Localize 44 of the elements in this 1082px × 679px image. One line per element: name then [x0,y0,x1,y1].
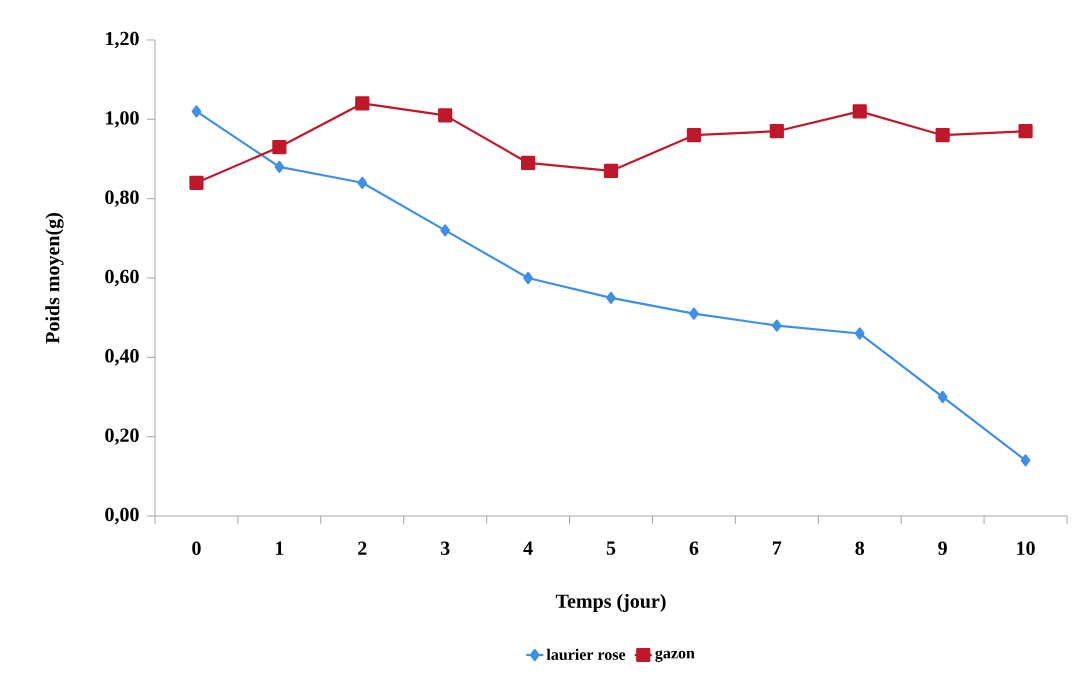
point [274,160,285,174]
point [606,291,616,304]
y-tick-label: 1,20 [106,31,139,49]
point [771,319,782,332]
point [191,105,202,118]
point [272,139,287,155]
y-tick-label: 1,00 [106,111,139,128]
x-tick-label: 0 [192,541,201,556]
point [852,104,867,119]
y-tick-label: 0,40 [105,349,139,366]
x-tick-label: 7 [772,541,782,555]
y-tick-label: 0,60 [105,269,139,287]
x-tick-label: 5 [606,541,616,555]
point [1020,454,1031,467]
y-tick-label: 0,00 [105,507,139,525]
legend-label: gazon [655,650,695,662]
point [603,163,619,178]
point [686,128,702,143]
point [937,390,948,404]
point [438,108,453,123]
point [935,128,950,143]
x-tick-label: 9 [938,541,947,555]
point [769,124,784,139]
y-tick-label: 0,20 [105,428,139,445]
point [355,96,370,111]
y-tick-label: 0,80 [105,190,139,207]
point [689,307,699,320]
point [523,271,533,285]
x-tick-label: 4 [523,541,533,555]
x-tick-label: 1 [275,541,284,555]
point [440,224,451,237]
x-tick-label: 3 [440,541,450,555]
y-axis-title: Poids moyen(g) [45,213,64,344]
point [520,155,536,171]
x-tick-label: 6 [689,541,699,555]
point [854,327,865,340]
x-tick-label: 8 [855,541,865,556]
x-axis-title: Temps (jour) [555,593,666,613]
legend-label: laurier rose [546,648,626,660]
x-tick-label: 2 [358,541,367,555]
point [1018,124,1033,139]
point [189,175,204,190]
point [357,176,368,189]
x-tick-label: 10 [1017,541,1035,556]
